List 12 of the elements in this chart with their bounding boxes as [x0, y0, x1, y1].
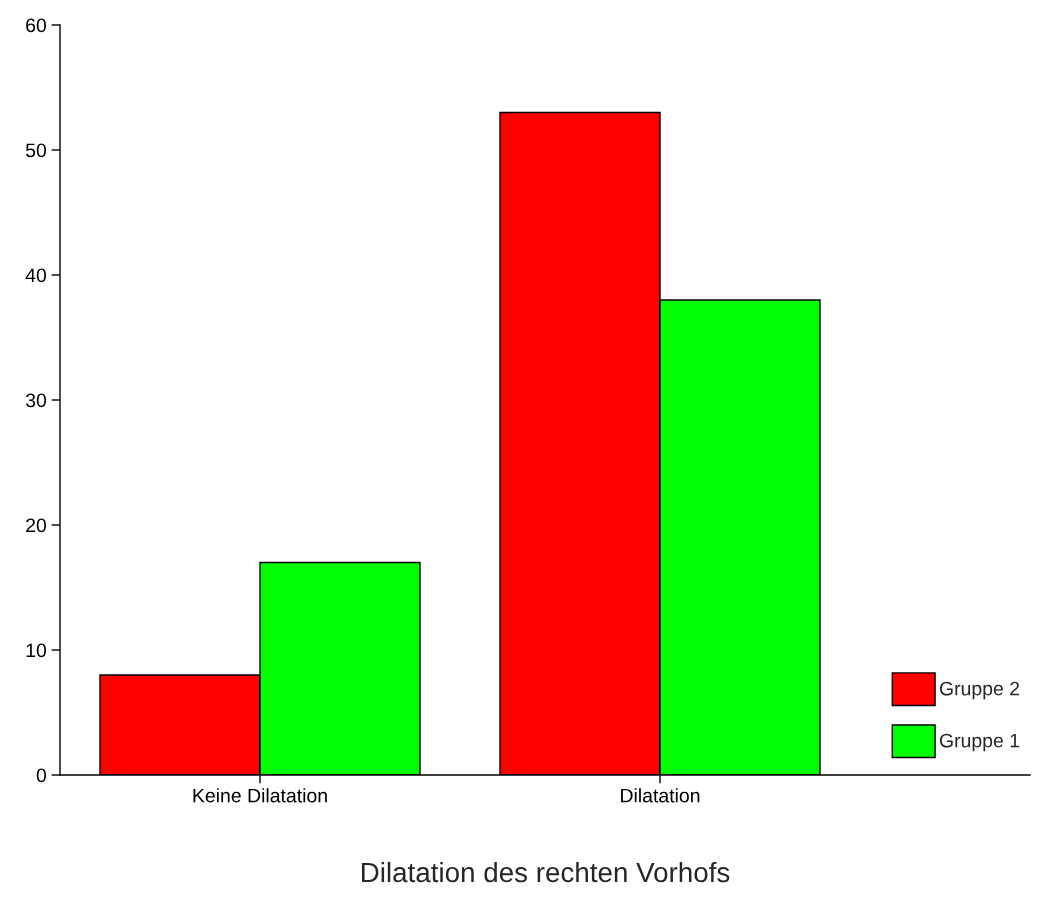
- y-tick-label: 50: [25, 143, 47, 158]
- legend-label: Gruppe 2: [939, 681, 1020, 700]
- x-tick-label: Keine Dilatation: [193, 788, 327, 803]
- y-tick-label: 10: [26, 643, 47, 658]
- y-tick-label: 0: [36, 768, 47, 783]
- legend-label: Gruppe 1: [939, 733, 1020, 752]
- y-tick-label: 20: [26, 518, 47, 533]
- y-tick-label: 60: [26, 18, 47, 33]
- x-tick-label: Dilatation: [621, 788, 700, 803]
- x-axis-title: Dilatation des rechten Vorhofs: [361, 861, 730, 883]
- y-tick-label: 40: [25, 268, 47, 283]
- y-tick-label: 30: [25, 393, 47, 408]
